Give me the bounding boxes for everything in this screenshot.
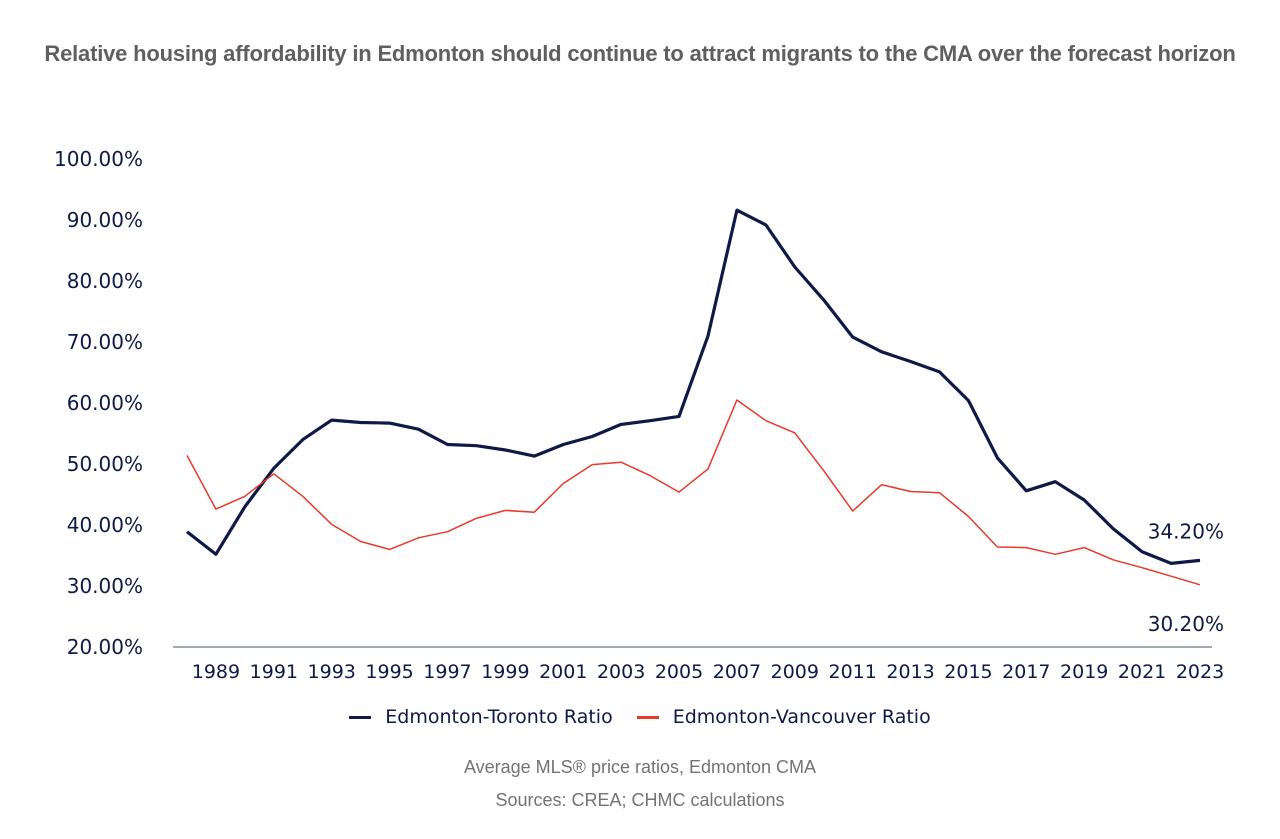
x-tick-label: 2005 [655,661,703,683]
x-tick-label: 2009 [771,661,819,683]
y-tick-label: 20.00% [67,635,143,659]
x-tick-label: 2019 [1060,661,1108,683]
end-label-toronto: 34.20% [1148,519,1224,543]
y-tick-label: 70.00% [67,330,143,354]
x-tick-label: 1993 [308,661,356,683]
x-tick-label: 2003 [597,661,645,683]
chart-title: Relative housing affordability in Edmont… [44,41,1236,66]
y-tick-label: 80.00% [67,269,143,293]
series-lines [186,208,1201,586]
legend-swatch-vancouver [636,715,659,719]
y-tick-label: 60.00% [67,391,143,415]
x-tick-label: 2011 [829,661,877,683]
legend-label-toronto: Edmonton-Toronto Ratio [385,706,613,728]
y-axis-ticks: 100.00% 90.00% 80.00% 70.00% 60.00% 50.00% 40.… [54,147,143,659]
y-tick-label: 50.00% [67,452,143,476]
end-label-vancouver: 30.20% [1148,612,1224,636]
x-tick-label: 1997 [423,661,471,683]
x-tick-label: 2015 [944,661,992,683]
y-tick-label: 90.00% [67,208,143,232]
line-chart: 100.00% 90.00% 80.00% 70.00% 60.00% 50.00% 40.… [54,147,1224,683]
x-tick-label: 2021 [1118,661,1166,683]
end-labels: 34.20% 30.20% [1148,519,1224,635]
legend-label-vancouver: Edmonton-Vancouver Ratio [672,706,931,728]
x-tick-label: 1989 [192,661,240,683]
series-line-edmonton-toronto [186,208,1201,566]
x-axis-ticks: 1989 1991 1993 1995 1997 1999 2001 2003 2005 2007… [192,661,1224,683]
chart-source: Sources: CREA; CHMC calculations [495,790,785,810]
y-tick-label: 30.00% [67,574,143,598]
x-tick-label: 1991 [250,661,298,683]
y-tick-label: 100.00% [54,147,143,171]
x-tick-label: 1999 [481,661,529,683]
legend-swatch-toronto [349,715,372,719]
x-tick-label: 2017 [1002,661,1050,683]
legend-item-toronto: Edmonton-Toronto Ratio [349,706,613,728]
legend-item-vancouver: Edmonton-Vancouver Ratio [636,706,931,728]
series-line-edmonton-vancouver [186,399,1201,586]
y-tick-label: 40.00% [67,513,143,537]
legend: Edmonton-Toronto Ratio Edmonton-Vancouve… [0,706,1280,728]
x-tick-label: 2013 [886,661,934,683]
chart-subtitle: Average MLS® price ratios, Edmonton CMA [463,757,817,777]
x-tick-label: 1995 [365,661,413,683]
x-tick-label: 2001 [539,661,587,683]
x-tick-label: 2023 [1176,661,1224,683]
x-tick-label: 2007 [713,661,761,683]
